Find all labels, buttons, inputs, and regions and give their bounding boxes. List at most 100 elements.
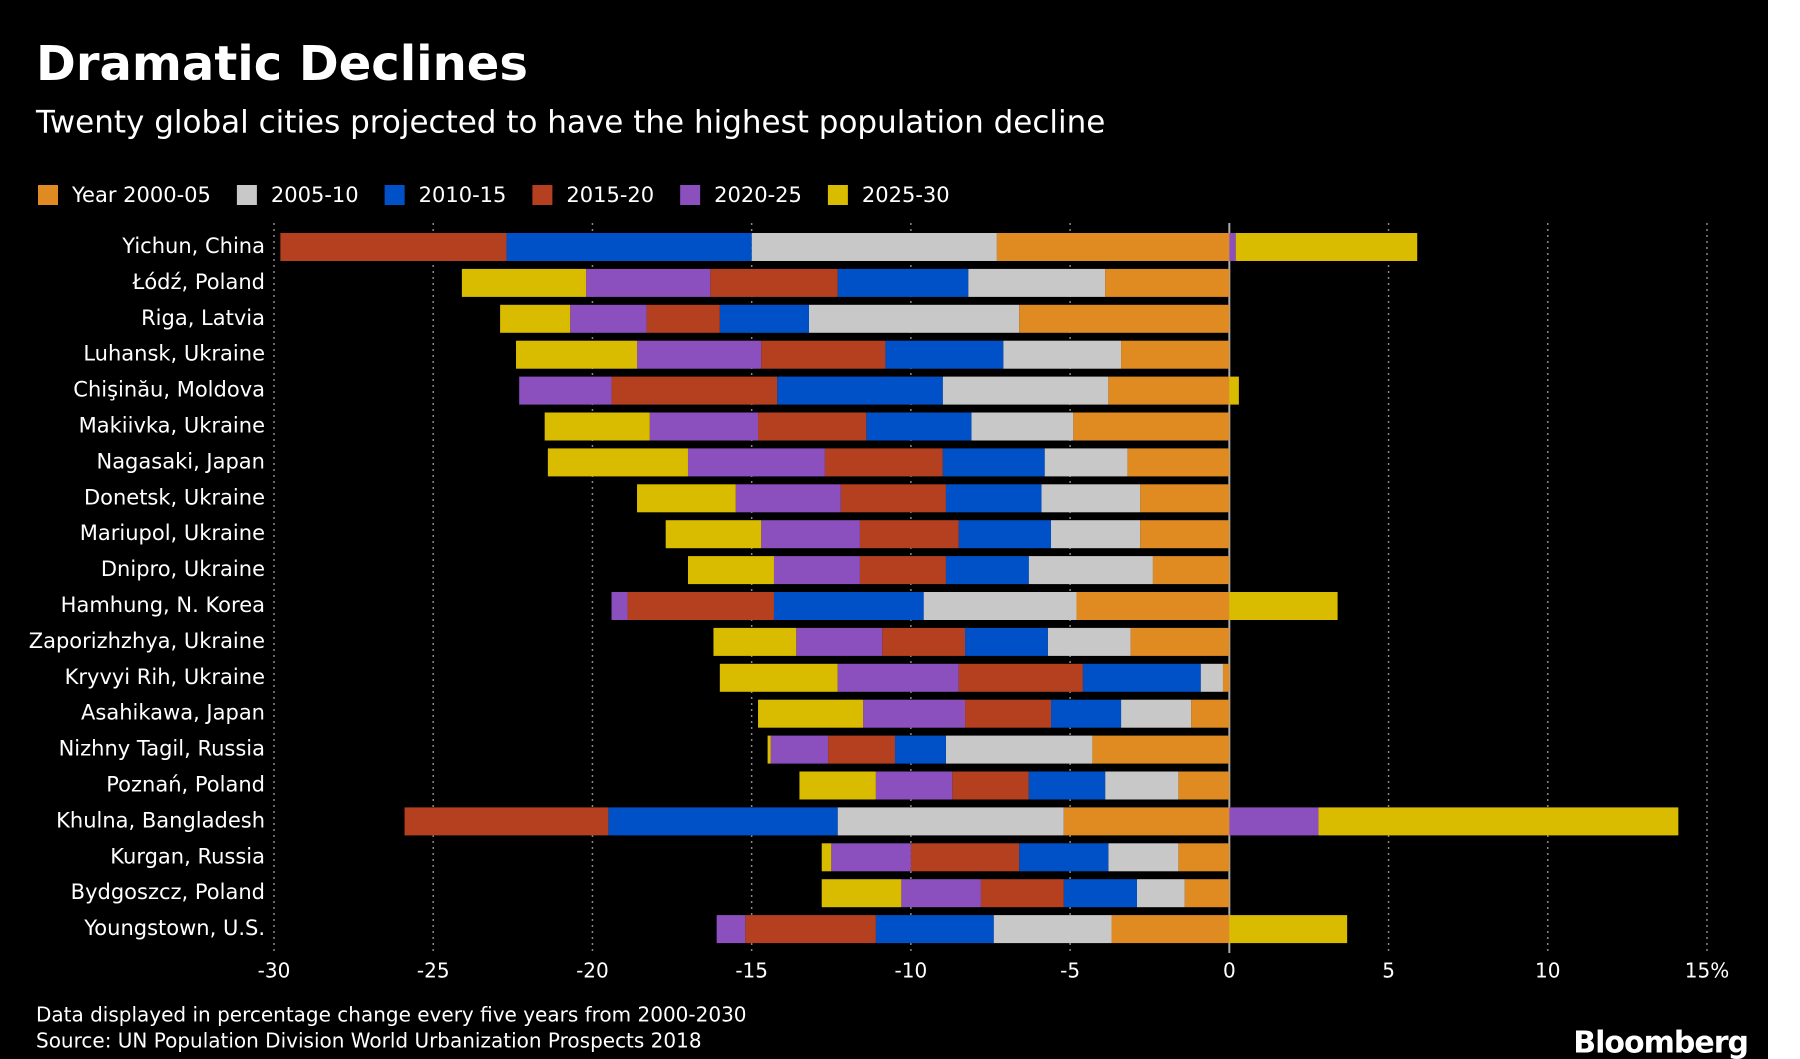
bar-segment — [1229, 376, 1239, 405]
bar-segment — [1108, 376, 1230, 405]
bar-segment — [404, 807, 609, 836]
category-label: Dnipro, Ukraine — [101, 557, 265, 581]
bar-segment — [1191, 699, 1230, 728]
category-label: Yichun, China — [121, 234, 265, 258]
bar-segment — [996, 233, 1230, 261]
bar-segment — [758, 699, 864, 728]
bar-segment — [1229, 592, 1338, 620]
bar-segment — [910, 843, 1020, 872]
bar-segment — [665, 520, 762, 549]
bar-segment — [980, 879, 1064, 908]
category-label: Bydgoszcz, Poland — [71, 880, 265, 904]
bar-segment — [1152, 556, 1230, 585]
bar-segment — [1105, 268, 1230, 297]
bar-segment — [611, 376, 778, 405]
x-tick-label: 10 — [1535, 959, 1560, 983]
bar-segment — [1178, 843, 1230, 872]
bar-segment — [500, 304, 571, 333]
category-label: Zaporizhzhya, Ukraine — [29, 629, 265, 653]
bar-segment — [687, 448, 825, 477]
bar-segment — [866, 412, 972, 441]
bar-segment — [1028, 556, 1153, 585]
bar-segment — [875, 771, 953, 800]
bar-segment — [965, 699, 1052, 728]
bar-segment — [719, 663, 838, 692]
note: Data displayed in percentage change ever… — [36, 1003, 747, 1027]
category-label: Kryvyi Rih, Ukraine — [65, 665, 265, 689]
bar-segment — [1229, 233, 1236, 261]
bar-segment — [1019, 843, 1109, 872]
bar-segment — [952, 771, 1029, 800]
bar-segment — [758, 412, 867, 441]
bar-segment — [586, 268, 711, 297]
category-label: Nizhny Tagil, Russia — [59, 737, 265, 761]
bar-segment — [1063, 807, 1230, 836]
bar-segment — [875, 915, 994, 944]
bar-segment — [808, 304, 1020, 333]
bar-segment — [1051, 699, 1122, 728]
bar-segment — [1140, 520, 1230, 549]
bar-segment — [461, 268, 587, 297]
bar-segment — [828, 735, 895, 764]
bar-segment — [770, 735, 829, 764]
bar-segment — [1082, 663, 1201, 692]
category-label: Riga, Latvia — [141, 306, 265, 330]
bar-segment — [761, 520, 860, 549]
bar-segment — [958, 663, 1083, 692]
bar-segment — [824, 448, 943, 477]
bar-segment — [1044, 448, 1128, 477]
category-label: Luhansk, Ukraine — [83, 342, 265, 366]
bar-segment — [894, 735, 946, 764]
category-label: Kurgan, Russia — [110, 844, 265, 868]
bar-segment — [1003, 340, 1122, 369]
category-label: Chişinău, Moldova — [73, 378, 265, 402]
category-label: Łódź, Poland — [132, 270, 265, 294]
bar-segment — [799, 771, 876, 800]
bar-segment — [570, 304, 647, 333]
legend-label: 2010-15 — [419, 183, 507, 207]
bar-segment — [1200, 663, 1223, 692]
category-label: Mariupol, Ukraine — [80, 521, 265, 545]
legend-label: 2025-30 — [862, 183, 950, 207]
chart-subtitle: Twenty global cities projected to have t… — [35, 105, 1105, 141]
bar-segment — [1076, 592, 1230, 620]
bar-segment — [767, 735, 771, 764]
bar-segment — [1318, 807, 1679, 836]
bar-segment — [1063, 879, 1137, 908]
bar-segment — [719, 304, 809, 333]
bar-segment — [942, 448, 1045, 477]
bar-segment — [1121, 340, 1230, 369]
bar-segment — [1229, 807, 1319, 836]
bar-segment — [840, 484, 946, 513]
bar-segment — [831, 843, 911, 872]
legend-swatch — [680, 185, 701, 205]
bar-segment — [716, 915, 746, 944]
x-tick-label: -25 — [417, 959, 450, 983]
bar-segment — [1184, 879, 1230, 908]
legend-label: Year 2000-05 — [71, 183, 211, 207]
bar-segment — [735, 484, 841, 513]
bar-segment — [1229, 915, 1348, 944]
bar-segment — [958, 520, 1052, 549]
bar-segment — [1028, 771, 1106, 800]
bar-segment — [796, 627, 883, 656]
bar-segment — [885, 340, 1004, 369]
bar-segment — [837, 268, 969, 297]
x-tick-label: -5 — [1060, 959, 1080, 983]
legend-label: 2020-25 — [714, 183, 802, 207]
x-tick-label: 5 — [1382, 959, 1395, 983]
bar-segment — [1092, 735, 1230, 764]
bar-segment — [687, 556, 774, 585]
legend-swatch — [532, 185, 553, 205]
bar-segment — [993, 915, 1112, 944]
category-label: Youngstown, U.S. — [83, 916, 265, 940]
bar-segment — [942, 376, 1109, 405]
chart-title: Dramatic Declines — [36, 36, 528, 92]
bar-segment — [1108, 843, 1179, 872]
bar-segment — [1222, 663, 1230, 692]
bar-segment — [1127, 448, 1230, 477]
category-label: Asahikawa, Japan — [81, 701, 265, 725]
bar-segment — [773, 592, 924, 620]
